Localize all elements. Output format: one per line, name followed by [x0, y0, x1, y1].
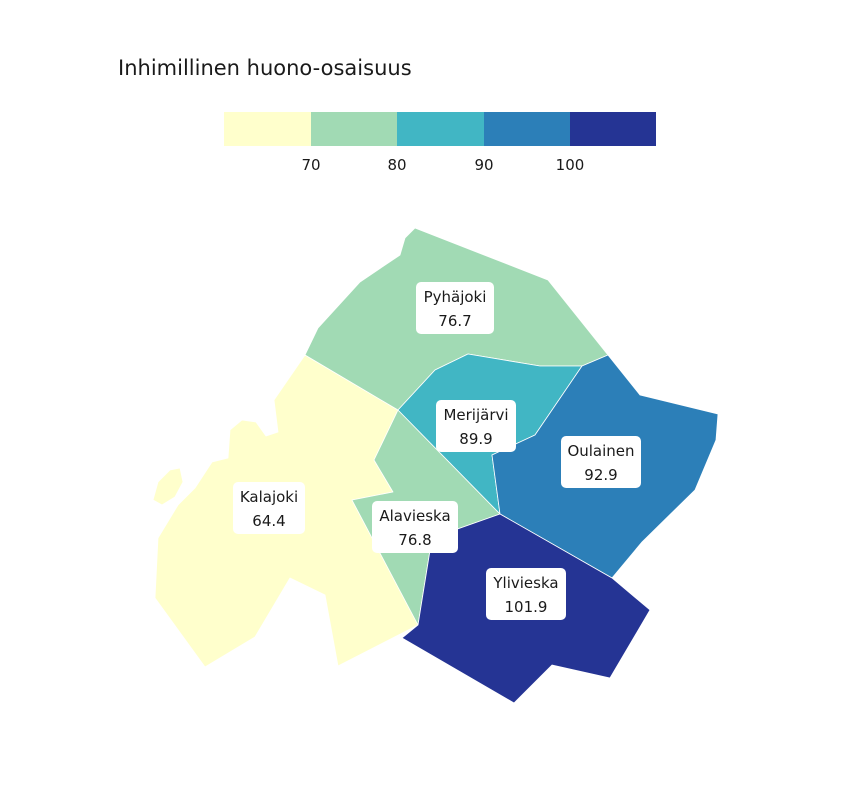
- region-value: 64.4: [252, 512, 285, 530]
- legend-tick-label: 100: [556, 156, 585, 174]
- region-name: Alavieska: [379, 507, 450, 525]
- legend-bin-4: [484, 112, 570, 146]
- map-title: Inhimillinen huono-osaisuus: [118, 56, 412, 80]
- legend-tick-label: 70: [301, 156, 320, 174]
- label-alavieska: Alavieska 76.8: [372, 501, 458, 553]
- label-ylivieska: Ylivieska 101.9: [486, 568, 566, 620]
- legend: 70 80 90 100: [224, 112, 656, 174]
- label-pyhajoki: Pyhäjoki 76.7: [416, 282, 494, 334]
- legend-bin-1: [224, 112, 311, 146]
- region-value: 101.9: [505, 598, 548, 616]
- label-oulainen: Oulainen 92.9: [561, 436, 641, 488]
- region-value: 76.7: [438, 312, 471, 330]
- region-kalajoki-island[interactable]: [152, 467, 184, 506]
- legend-bin-3: [397, 112, 484, 146]
- region-name: Ylivieska: [492, 574, 558, 592]
- label-kalajoki: Kalajoki 64.4: [233, 482, 305, 534]
- region-name: Oulainen: [567, 442, 634, 460]
- legend-bin-5: [570, 112, 656, 146]
- region-value: 76.8: [398, 531, 431, 549]
- label-merijarvi: Merijärvi 89.9: [436, 400, 516, 452]
- region-name: Kalajoki: [240, 488, 298, 506]
- legend-bin-2: [311, 112, 397, 146]
- region-name: Pyhäjoki: [424, 288, 487, 306]
- legend-tick-label: 90: [474, 156, 493, 174]
- region-value: 89.9: [459, 430, 492, 448]
- legend-tick-label: 80: [387, 156, 406, 174]
- region-name: Merijärvi: [443, 406, 508, 424]
- region-labels: Pyhäjoki 76.7 Merijärvi 89.9 Oulainen 92…: [233, 282, 641, 620]
- region-value: 92.9: [584, 466, 617, 484]
